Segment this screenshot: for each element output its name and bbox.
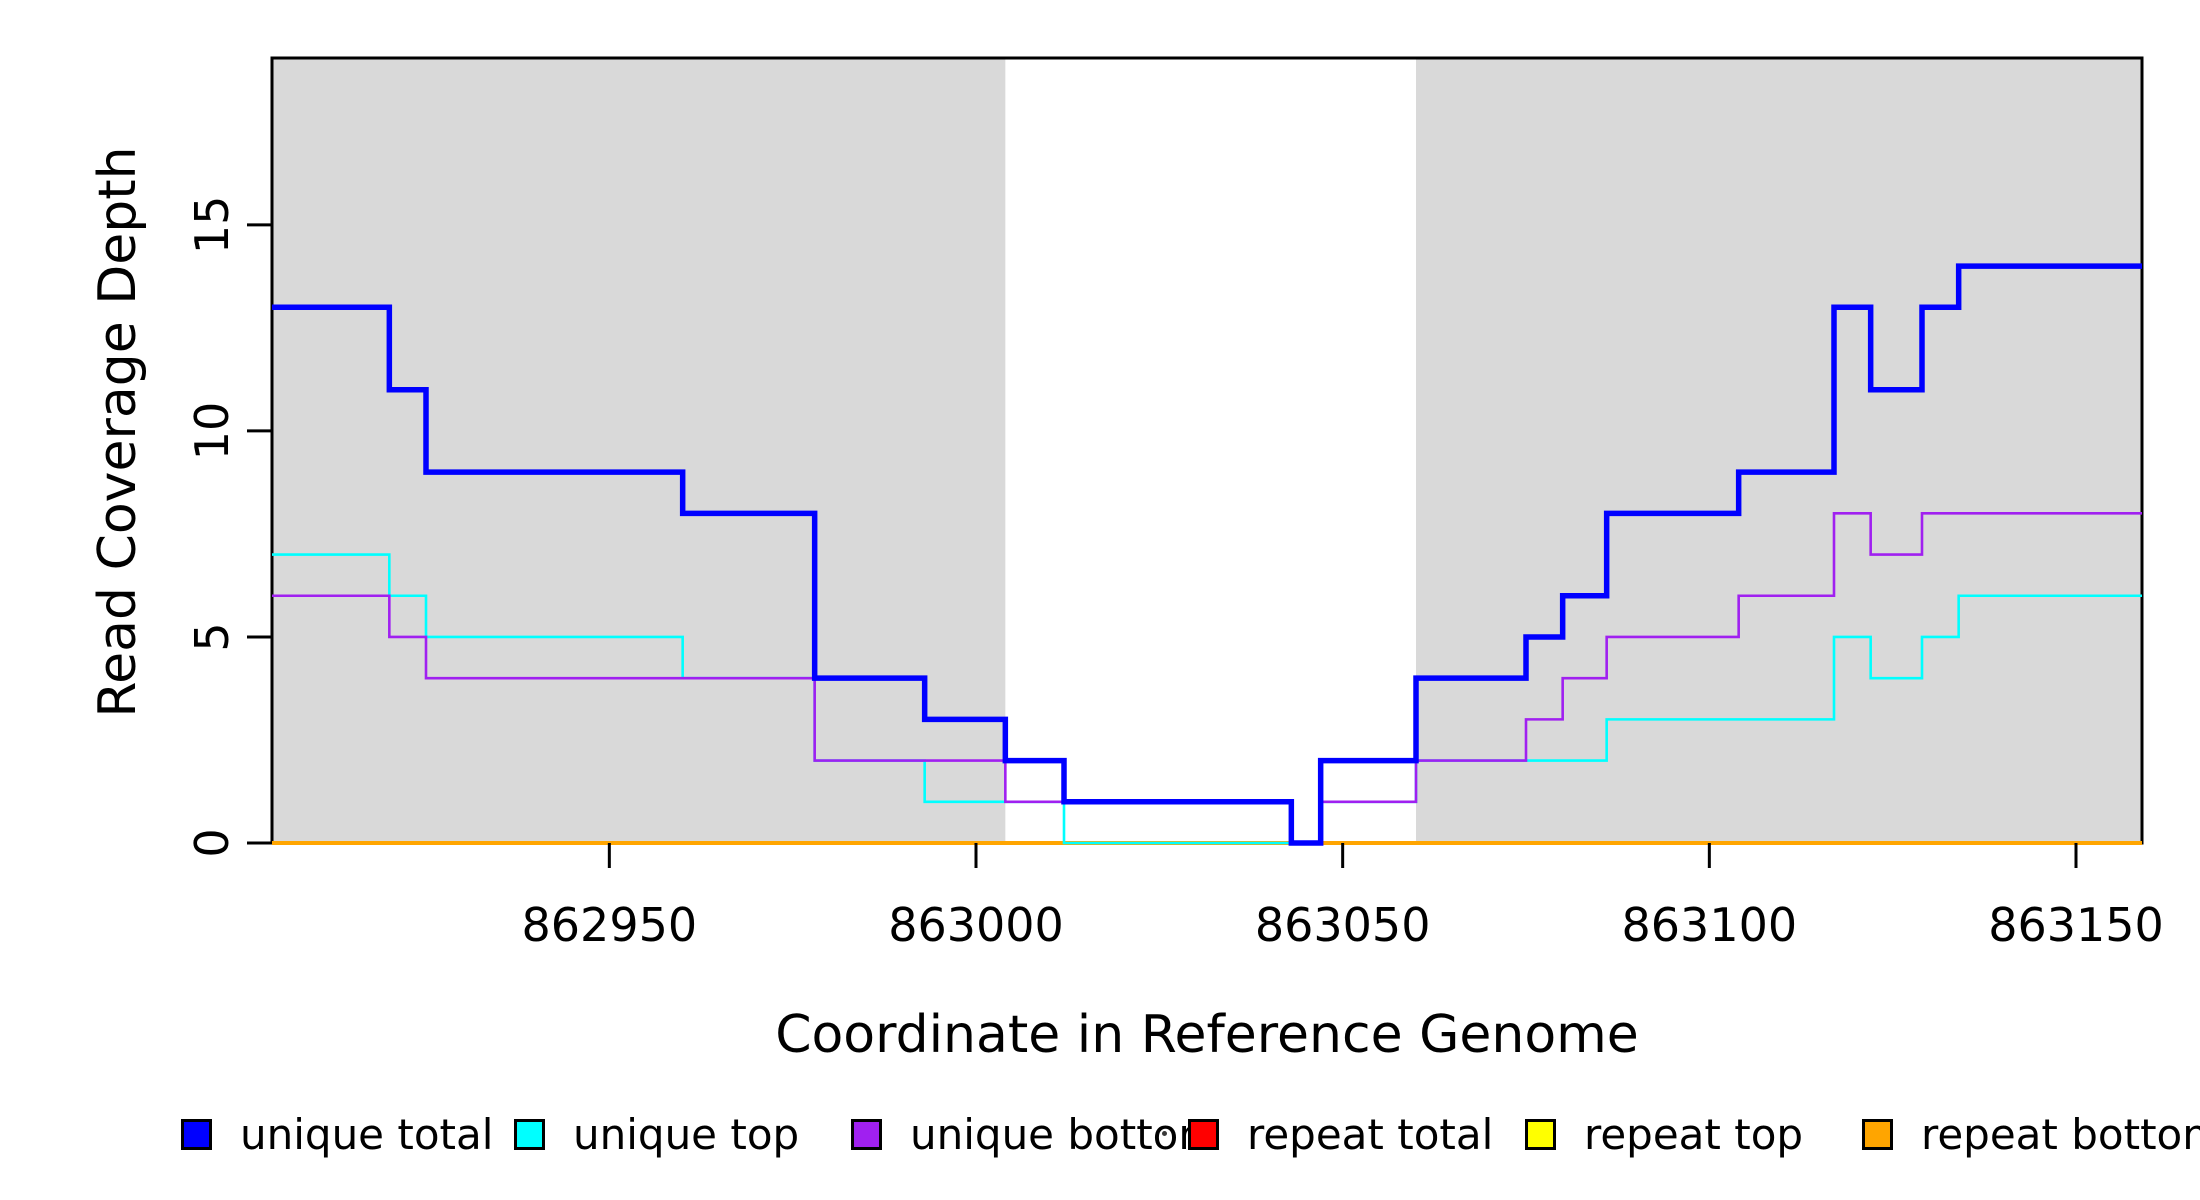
series-line-unique-bottom <box>272 512 2142 845</box>
legend-item-unique-top: unique top <box>514 1108 799 1160</box>
unique-total-swatch-icon <box>181 1118 212 1150</box>
x-tick-label: 863050 <box>1255 898 1431 952</box>
x-tick-label: 863150 <box>1988 898 2164 952</box>
y-tick-label: 0 <box>185 828 239 857</box>
y-tick-label: 15 <box>185 196 239 255</box>
legend-label: unique top <box>573 1109 800 1159</box>
repeat-bottom-swatch-icon <box>1862 1118 1893 1150</box>
y-axis-title: Read Coverage Depth <box>88 146 148 718</box>
legend-label: unique total <box>240 1109 494 1159</box>
y-tick-label: 5 <box>185 622 239 651</box>
legend-item-unique-bottom: unique bottom <box>851 1108 1219 1160</box>
repeat-total-swatch-icon <box>1188 1118 1219 1150</box>
legend-item-repeat-total: repeat total <box>1188 1108 1493 1160</box>
x-tick-label: 863100 <box>1622 898 1798 952</box>
series-line-unique-total <box>272 263 2142 846</box>
legend-label: repeat total <box>1247 1109 1494 1159</box>
legend-item-unique-total: unique total <box>181 1108 493 1160</box>
legend-label: unique bottom <box>910 1109 1220 1159</box>
y-tick-label: 10 <box>185 402 239 461</box>
repeat-top-swatch-icon <box>1525 1118 1556 1150</box>
stray-dot <box>1162 1131 1167 1136</box>
x-axis-title: Coordinate in Reference Genome <box>775 1005 1639 1065</box>
legend-label: repeat top <box>1584 1109 1804 1159</box>
unique-bottom-swatch-icon <box>851 1118 882 1150</box>
x-tick-label: 863000 <box>888 898 1064 952</box>
legend-item-repeat-bottom: repeat bottom <box>1862 1108 2200 1160</box>
x-tick-label: 862950 <box>522 898 698 952</box>
legend-label: repeat bottom <box>1921 1109 2200 1159</box>
shaded-region <box>1416 58 2142 843</box>
legend-item-repeat-top: repeat top <box>1525 1108 1803 1160</box>
unique-top-swatch-icon <box>514 1118 545 1150</box>
legend: unique total unique top unique bottom re… <box>0 1108 2200 1168</box>
shaded-region <box>272 58 1006 843</box>
